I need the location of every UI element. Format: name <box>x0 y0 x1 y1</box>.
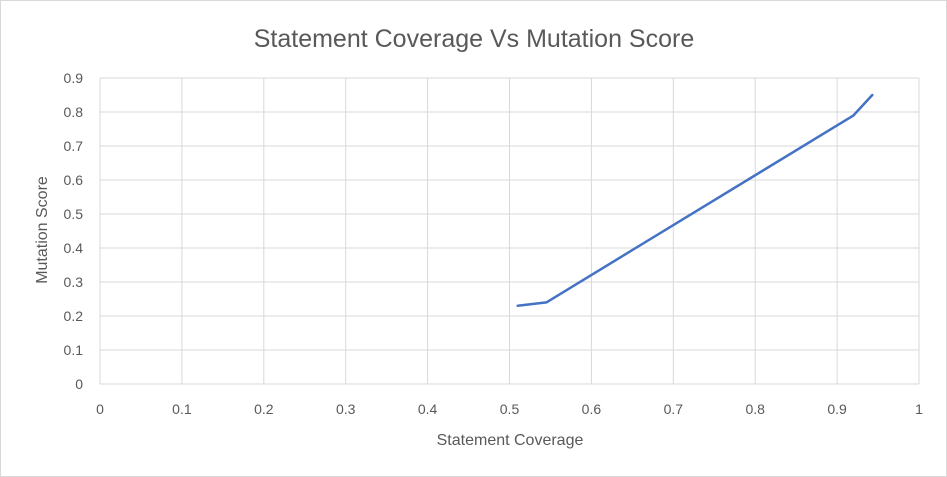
x-tick-label: 0.8 <box>745 401 765 417</box>
x-tick-label: 0 <box>96 401 104 417</box>
x-axis-tick-labels: 0 0.1 0.2 0.3 0.4 0.5 0.6 0.7 0.8 0.9 1 <box>96 401 923 417</box>
y-tick-label: 0.5 <box>64 206 84 222</box>
x-tick-label: 0.4 <box>418 401 438 417</box>
x-tick-label: 0.6 <box>582 401 602 417</box>
horizontal-gridlines <box>100 77 919 385</box>
y-tick-label: 0 <box>75 376 83 392</box>
x-axis-label: Statement Coverage <box>437 432 584 449</box>
y-tick-label: 0.1 <box>64 342 84 358</box>
y-axis-tick-labels: 0 0.1 0.2 0.3 0.4 0.5 0.6 0.7 0.8 0.9 <box>64 70 84 392</box>
y-tick-label: 0.6 <box>64 172 84 188</box>
y-axis-label: Mutation Score <box>34 176 51 284</box>
y-tick-label: 0.4 <box>64 240 84 256</box>
y-tick-label: 0.7 <box>64 138 84 154</box>
x-tick-label: 0.2 <box>254 401 274 417</box>
x-tick-label: 1 <box>915 401 923 417</box>
x-tick-label: 0.7 <box>664 401 684 417</box>
x-tick-label: 0.9 <box>827 401 847 417</box>
y-tick-label: 0.3 <box>64 274 84 290</box>
chart-title: Statement Coverage Vs Mutation Score <box>254 25 695 53</box>
series-line <box>516 93 874 308</box>
series-group <box>516 93 874 308</box>
x-tick-label: 0.1 <box>172 401 192 417</box>
x-tick-label: 0.5 <box>500 401 520 417</box>
y-tick-label: 0.8 <box>64 104 84 120</box>
vertical-gridlines <box>99 78 920 384</box>
x-tick-label: 0.3 <box>336 401 356 417</box>
y-tick-label: 0.9 <box>64 70 84 86</box>
y-tick-label: 0.2 <box>64 308 84 324</box>
